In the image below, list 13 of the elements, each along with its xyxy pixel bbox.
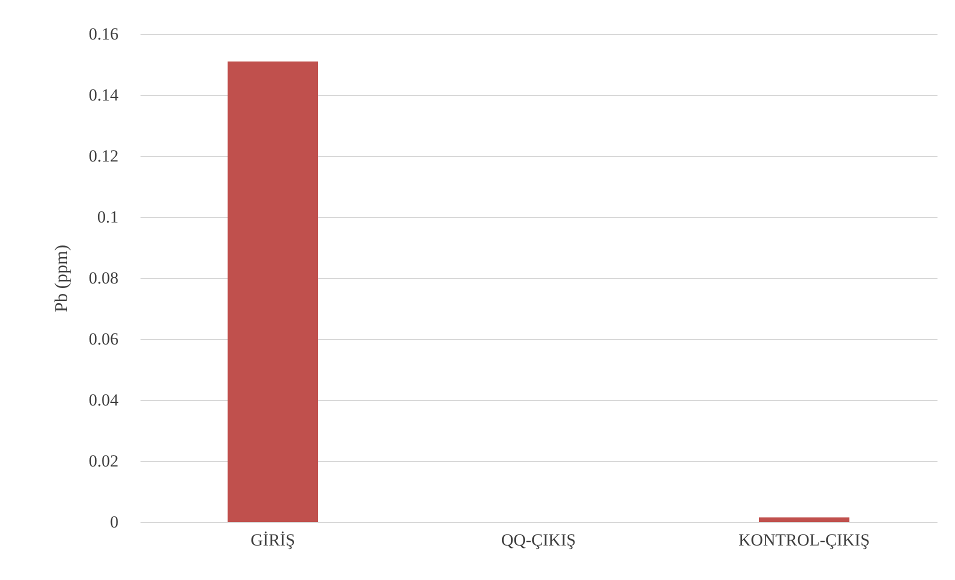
y-tick-label: 0.14 bbox=[88, 86, 119, 104]
y-tick-label: 0 bbox=[110, 512, 118, 532]
y-tick-label: 0.1 bbox=[97, 208, 118, 226]
y-tick-label: 0.16 bbox=[88, 24, 118, 44]
y-tick-label: 0.06 bbox=[88, 330, 118, 348]
y-tick-label: 0.04 bbox=[88, 390, 119, 410]
x-tick-label: QQ-ÇIKIŞ bbox=[501, 530, 576, 550]
x-tick-label: GİRİŞ bbox=[250, 530, 296, 550]
y-axis-title: Pb (ppm) bbox=[50, 244, 71, 312]
y-tick-label: 0.02 bbox=[88, 452, 118, 470]
x-tick-label: KONTROL-ÇIKIŞ bbox=[738, 530, 870, 550]
y-tick-label: 0.08 bbox=[88, 268, 118, 288]
y-tick-label: 0.12 bbox=[88, 146, 118, 166]
